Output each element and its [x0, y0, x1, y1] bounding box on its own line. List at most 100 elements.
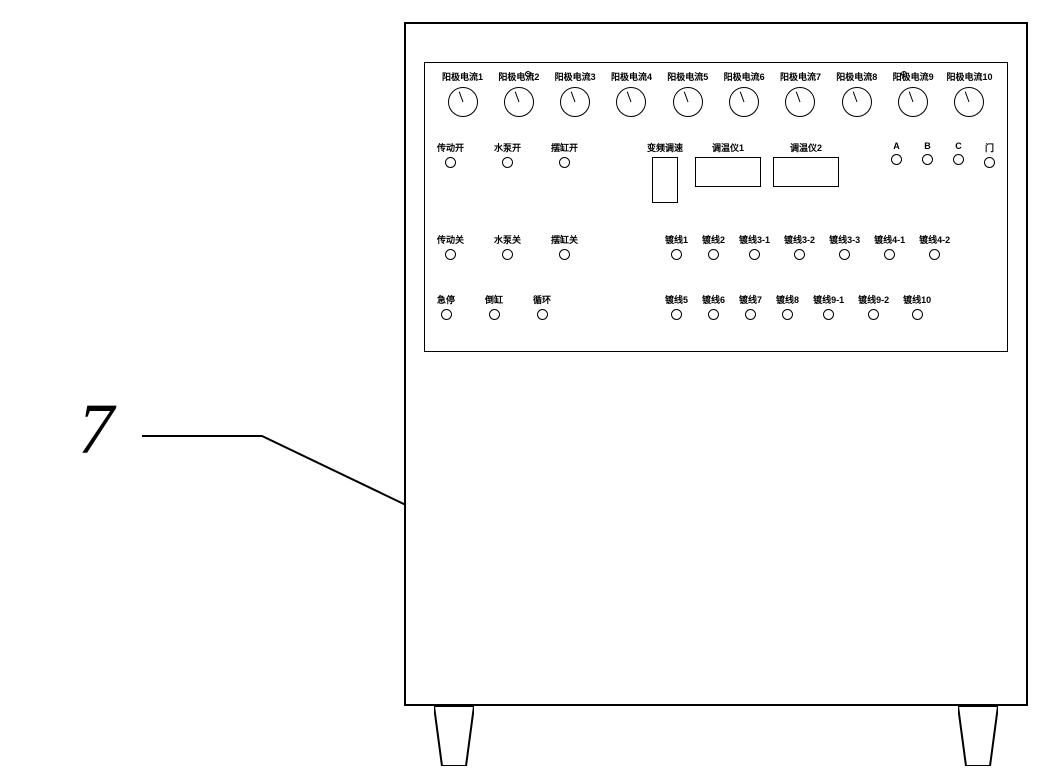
vfd-label: 变频调速: [647, 141, 683, 154]
indicator: B: [922, 141, 933, 203]
lamp-icon: [445, 157, 456, 168]
lamp-icon: [782, 309, 793, 320]
dial-icon: [560, 87, 590, 117]
callout-number: 7: [78, 388, 114, 471]
lamp-icon: [953, 154, 964, 165]
dial-icon: [785, 87, 815, 117]
ammeter-label: 阳极电流3: [548, 73, 603, 83]
lamp-icon: [794, 249, 805, 260]
lamp-icon: [559, 249, 570, 260]
indicator: 传动关: [437, 233, 464, 260]
indicator-label: 水泵关: [494, 233, 521, 246]
ammeter-label: 阳极电流1: [435, 73, 490, 83]
lamp-icon: [868, 309, 879, 320]
indicator: 水泵关: [494, 233, 521, 260]
lamp-icon: [708, 249, 719, 260]
indicator-label: 传动开: [437, 141, 464, 154]
indicator-label: 镀线4-1: [874, 233, 905, 246]
indicator: 水泵开: [494, 141, 521, 203]
indicator-label: 镀线6: [702, 293, 725, 306]
lamp-icon: [671, 309, 682, 320]
dial-icon: [673, 87, 703, 117]
lamp-icon: [749, 249, 760, 260]
indicator: A: [891, 141, 902, 203]
indicator-label: 摆缸关: [551, 233, 578, 246]
ammeter: 阳极电流1: [435, 73, 490, 117]
indicator: 摆缸关: [551, 233, 578, 260]
control-row-1: 传动开 水泵开 摆缸开 变频调速 调温仪1 调温仪2 A B C 门: [437, 141, 995, 203]
temperature-meter: 调温仪2: [773, 141, 839, 187]
ammeter: 阳极电流4: [604, 73, 659, 117]
lamp-icon: [537, 309, 548, 320]
control-row-3: 急停 倒缸 循环 镀线5 镀线6 镀线7 镀线8 镀线9-1 镀线9-2 镀线1…: [437, 293, 995, 320]
indicator-label: 镀线9-2: [858, 293, 889, 306]
vfd-box-icon: [652, 157, 678, 203]
indicator: 镀线3-3: [829, 233, 860, 260]
indicator-label: 镀线3-2: [784, 233, 815, 246]
dial-icon: [504, 87, 534, 117]
indicator-label: B: [922, 141, 933, 151]
indicator-label: A: [891, 141, 902, 151]
ammeter: 阳极电流6: [717, 73, 772, 117]
lamp-icon: [823, 309, 834, 320]
lamp-icon: [445, 249, 456, 260]
lamp-icon: [929, 249, 940, 260]
ammeter-row: 阳极电流1 阳极电流2 阳极电流3 阳极电流4 阳极电流5 阳极电流6 阳极电流…: [435, 73, 997, 117]
control-row-2: 传动关 水泵关 摆缸关 镀线1 镀线2 镀线3-1 镀线3-2 镀线3-3 镀线…: [437, 233, 995, 260]
indicator-label: 倒缸: [485, 293, 503, 306]
lamp-icon: [891, 154, 902, 165]
indicator: 传动开: [437, 141, 464, 203]
indicator-label: 镀线9-1: [813, 293, 844, 306]
dial-icon: [898, 87, 928, 117]
ammeter: 阳极电流2: [491, 73, 546, 117]
indicator: 镀线1: [665, 233, 688, 260]
lamp-icon: [502, 157, 513, 168]
indicator: 倒缸: [485, 293, 503, 320]
indicator: 急停: [437, 293, 455, 320]
indicator: 镀线4-2: [919, 233, 950, 260]
indicator: 循环: [533, 293, 551, 320]
lamp-icon: [839, 249, 850, 260]
cabinet-legs: [404, 706, 1028, 766]
ammeter-label: 阳极电流5: [660, 73, 715, 83]
indicator-label: 镀线4-2: [919, 233, 950, 246]
ammeter: 阳极电流8: [829, 73, 884, 117]
indicator: 镀线3-1: [739, 233, 770, 260]
lamp-icon: [489, 309, 500, 320]
indicator-label: 镀线10: [903, 293, 931, 306]
lamp-icon: [912, 309, 923, 320]
ammeter-label: 阳极电流9: [886, 73, 941, 83]
indicator-label: 镀线7: [739, 293, 762, 306]
ammeter-label: 阳极电流2: [491, 73, 546, 83]
lamp-icon: [922, 154, 933, 165]
ammeter: 阳极电流3: [548, 73, 603, 117]
dial-icon: [448, 87, 478, 117]
indicator: 镀线5: [665, 293, 688, 320]
temperature-meter: 调温仪1: [695, 141, 761, 187]
meter-box-icon: [695, 157, 761, 187]
ammeter-label: 阳极电流4: [604, 73, 659, 83]
dial-icon: [616, 87, 646, 117]
leg-icon: [434, 706, 474, 766]
meter-box-icon: [773, 157, 839, 187]
ammeter: 阳极电流10: [942, 73, 997, 117]
indicator-label: 摆缸开: [551, 141, 578, 154]
ammeter-label: 阳极电流8: [829, 73, 884, 83]
lamp-icon: [502, 249, 513, 260]
indicator-label: 镀线3-1: [739, 233, 770, 246]
dial-icon: [842, 87, 872, 117]
meter-label: 调温仪1: [695, 141, 761, 154]
dial-icon: [954, 87, 984, 117]
lamp-icon: [708, 309, 719, 320]
indicator: 镀线8: [776, 293, 799, 320]
control-panel: 阳极电流1 阳极电流2 阳极电流3 阳极电流4 阳极电流5 阳极电流6 阳极电流…: [424, 62, 1008, 352]
indicator-label: 传动关: [437, 233, 464, 246]
indicator-label: C: [953, 141, 964, 151]
indicator: 镀线4-1: [874, 233, 905, 260]
indicator-label: 镀线5: [665, 293, 688, 306]
indicator-label: 镀线3-3: [829, 233, 860, 246]
lamp-icon: [671, 249, 682, 260]
indicator: 镀线10: [903, 293, 931, 320]
vfd-controller: 变频调速: [647, 141, 683, 203]
lamp-icon: [559, 157, 570, 168]
